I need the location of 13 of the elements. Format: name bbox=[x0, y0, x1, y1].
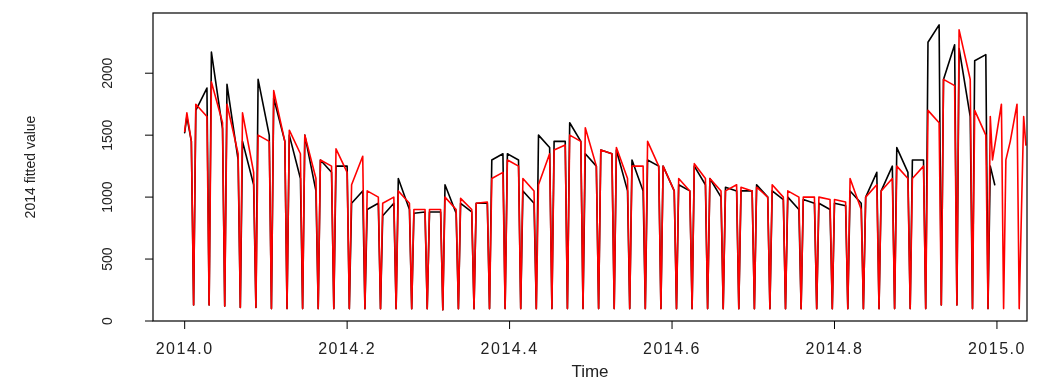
x-tick-label: 2015.0 bbox=[967, 340, 1026, 357]
x-axis-title: Time bbox=[571, 362, 609, 381]
y-tick-label: 500 bbox=[99, 247, 115, 271]
y-tick-label: 1000 bbox=[99, 181, 115, 213]
y-tick-label: 2000 bbox=[99, 57, 115, 89]
x-tick-label: 2014.4 bbox=[480, 340, 539, 357]
y-axis-title: 2014 fitted value bbox=[22, 115, 38, 219]
x-tick-label: 2014.2 bbox=[318, 340, 377, 357]
x-tick-label: 2014.8 bbox=[805, 340, 864, 357]
y-tick-label: 0 bbox=[99, 316, 115, 325]
x-tick-label: 2014.6 bbox=[643, 340, 702, 357]
y-tick-label: 1500 bbox=[99, 119, 115, 151]
x-tick-label: 2014.0 bbox=[155, 340, 214, 357]
